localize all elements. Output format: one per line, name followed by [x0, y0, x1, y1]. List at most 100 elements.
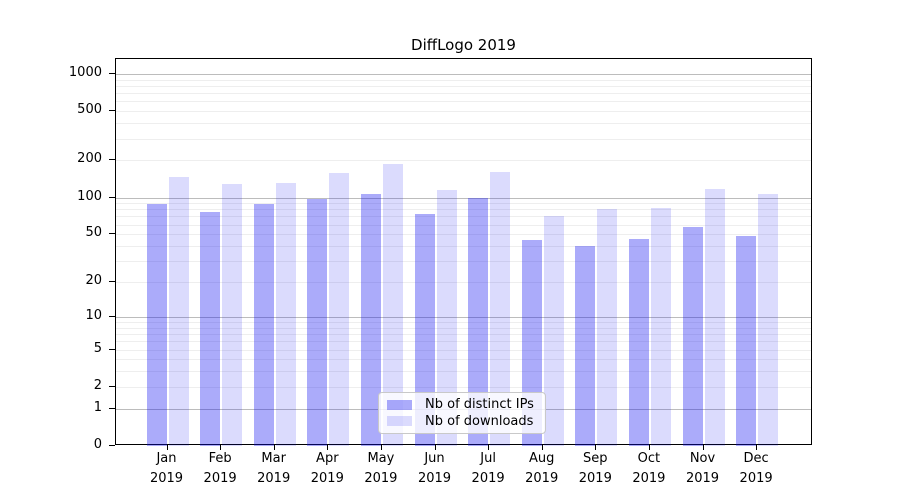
x-tick-dec — [756, 445, 758, 450]
minor-gridline-700 — [116, 93, 811, 95]
major-gridline-1000 — [116, 73, 811, 75]
bar-downloads-mar — [275, 182, 296, 446]
minor-gridline-50 — [116, 234, 811, 236]
major-gridline-10 — [116, 316, 811, 318]
minor-gridline-6 — [116, 341, 811, 343]
minor-gridline-9 — [116, 322, 811, 323]
x-label-month: Nov — [689, 451, 716, 466]
x-label-year: 2019 — [203, 471, 237, 486]
x-label-month: Jan — [156, 451, 177, 466]
x-tick-label-dec: Dec 2019 — [724, 449, 788, 489]
bar-downloads-nov — [704, 189, 725, 446]
x-tick-sep — [595, 445, 597, 450]
minor-gridline-30 — [116, 261, 811, 263]
x-tick-feb — [220, 445, 222, 450]
bar-downloads-may — [382, 163, 403, 446]
x-tick-label-sep: Sep 2019 — [563, 449, 627, 489]
x-label-year: 2019 — [310, 471, 344, 486]
x-label-month: Feb — [208, 451, 232, 466]
x-label-year: 2019 — [364, 471, 398, 486]
bar-distinct_ips-may — [360, 193, 381, 446]
bar-distinct_ips-jul — [468, 198, 489, 446]
y-tick-label-500: 500 — [77, 102, 102, 118]
bar-downloads-jul — [490, 172, 511, 446]
x-tick-mar — [273, 445, 275, 450]
x-label-year: 2019 — [525, 471, 559, 486]
minor-gridline-300 — [116, 138, 811, 140]
x-tick-label-jan: Jan 2019 — [135, 449, 199, 489]
legend-label-distinct-ips: Nb of distinct IPs — [425, 397, 534, 413]
legend-swatch-distinct-ips — [387, 399, 412, 410]
x-label-month: Mar — [261, 451, 286, 466]
chart-title: DiffLogo 2019 — [411, 36, 516, 54]
x-tick-label-may: May 2019 — [349, 449, 413, 489]
x-tick-label-oct: Oct 2019 — [617, 449, 681, 489]
x-label-year: 2019 — [417, 471, 452, 486]
minor-gridline-4 — [116, 359, 811, 361]
y-tick-500 — [109, 110, 115, 112]
bar-downloads-apr — [329, 173, 350, 446]
x-label-year: 2019 — [149, 471, 184, 486]
x-tick-label-apr: Apr 2019 — [295, 449, 359, 489]
x-tick-may — [380, 445, 382, 450]
bar-distinct_ips-jun — [414, 214, 435, 446]
minor-gridline-80 — [116, 209, 811, 211]
y-tick-200 — [109, 159, 115, 161]
x-tick-jan — [166, 445, 168, 450]
x-tick-label-feb: Feb 2019 — [188, 449, 252, 489]
y-tick-5 — [109, 348, 115, 350]
x-tick-aug — [541, 445, 543, 450]
bar-distinct_ips-apr — [307, 199, 328, 446]
x-label-month: Apr — [316, 451, 339, 466]
minor-gridline-20 — [116, 282, 811, 283]
bar-downloads-oct — [650, 208, 671, 446]
x-tick-apr — [327, 445, 329, 450]
y-tick-label-0: 0 — [93, 437, 102, 452]
y-tick-label-200: 200 — [77, 151, 102, 167]
x-label-month: Jul — [480, 451, 496, 466]
y-tick-label-50: 50 — [85, 225, 102, 241]
legend-item-distinct-ips: Nb of distinct IPs — [387, 397, 537, 412]
bar-downloads-jan — [168, 176, 189, 446]
minor-gridline-600 — [116, 101, 811, 103]
minor-gridline-200 — [116, 160, 811, 162]
x-label-month: May — [367, 451, 395, 466]
y-tick-label-100: 100 — [77, 188, 102, 204]
bar-distinct_ips-jan — [146, 204, 167, 446]
y-tick-label-1: 1 — [93, 399, 102, 415]
bar-downloads-sep — [597, 208, 618, 446]
minor-gridline-90 — [116, 203, 811, 205]
y-tick-label-2: 2 — [93, 377, 102, 393]
legend-label-downloads: Nb of downloads — [425, 413, 534, 429]
minor-gridline-60 — [116, 224, 811, 226]
x-label-year: 2019 — [257, 471, 291, 486]
minor-gridline-900 — [116, 79, 811, 81]
legend: Nb of distinct IPs Nb of downloads — [378, 392, 546, 434]
y-tick-100 — [109, 196, 115, 198]
y-tick-20 — [109, 281, 115, 282]
minor-gridline-500 — [116, 111, 811, 113]
minor-gridline-3 — [116, 371, 811, 373]
y-tick-50 — [109, 233, 115, 235]
bar-downloads-dec — [758, 193, 779, 446]
x-label-year: 2019 — [739, 471, 773, 486]
y-tick-0 — [109, 445, 115, 446]
y-tick-label-1000: 1000 — [68, 64, 102, 80]
minor-gridline-400 — [116, 123, 811, 125]
minor-gridline-8 — [116, 327, 811, 329]
minor-gridline-2 — [116, 386, 811, 388]
x-label-month: Aug — [528, 451, 555, 466]
bar-distinct_ips-dec — [736, 236, 757, 446]
x-tick-label-aug: Aug 2019 — [510, 449, 574, 489]
minor-gridline-5 — [116, 349, 811, 351]
bar-distinct_ips-feb — [200, 212, 221, 446]
bar-downloads-feb — [222, 183, 243, 446]
bar-distinct_ips-oct — [628, 238, 649, 446]
x-tick-oct — [648, 445, 650, 450]
y-tick-2 — [109, 385, 115, 387]
y-tick-1 — [109, 407, 115, 409]
x-label-year: 2019 — [471, 471, 505, 486]
x-tick-label-nov: Nov 2019 — [671, 449, 735, 489]
bar-downloads-jun — [436, 190, 457, 446]
